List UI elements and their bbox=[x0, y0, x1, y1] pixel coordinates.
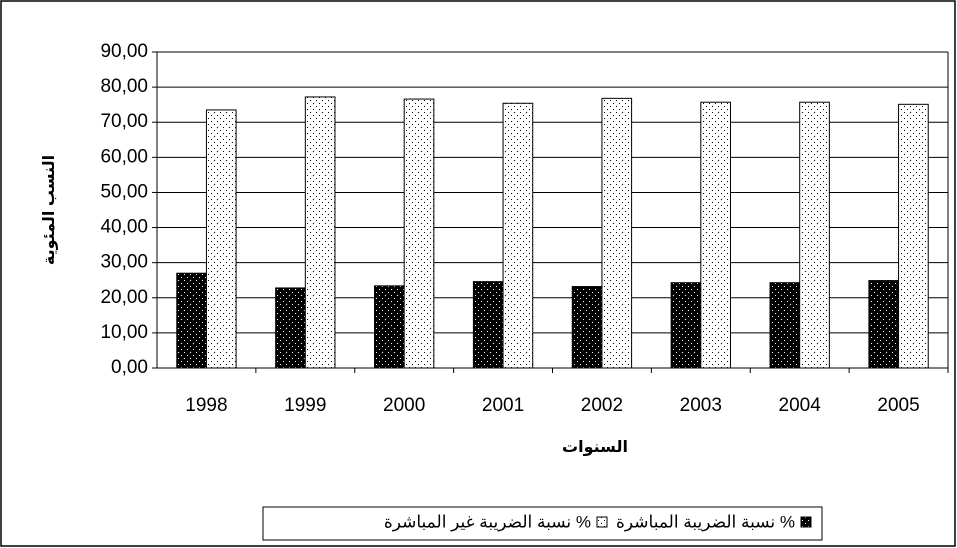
x-tick-label: 1998 bbox=[185, 395, 227, 416]
bar bbox=[670, 282, 702, 369]
bar bbox=[205, 109, 237, 369]
bar bbox=[472, 281, 504, 369]
y-tick-label: 40,00 bbox=[100, 217, 148, 238]
legend bbox=[262, 506, 823, 541]
y-tick-label: 10,00 bbox=[100, 322, 148, 343]
y-tick-label: 20,00 bbox=[100, 287, 148, 308]
bar bbox=[502, 102, 534, 369]
y-tick-label: 50,00 bbox=[100, 181, 148, 202]
x-tick-label: 2000 bbox=[383, 395, 425, 416]
x-axis-title: السنوات bbox=[562, 439, 628, 456]
x-tick-label: 2001 bbox=[482, 395, 524, 416]
bar bbox=[374, 285, 405, 369]
y-tick-label: 70,00 bbox=[100, 111, 148, 132]
y-tick-label: 60,00 bbox=[100, 146, 148, 167]
x-tick-label: 1999 bbox=[284, 395, 326, 416]
bar bbox=[898, 103, 929, 369]
y-tick-label: 90,00 bbox=[100, 41, 148, 62]
legend-label: نسبة الضريبة غير المباشرة % bbox=[384, 512, 591, 531]
y-tick-label: 0,00 bbox=[111, 357, 148, 378]
y-axis-title: النسب المئوية bbox=[41, 155, 58, 265]
y-tick-label: 80,00 bbox=[100, 76, 148, 97]
legend-marker bbox=[800, 516, 812, 528]
bar bbox=[868, 280, 900, 369]
legend-marker bbox=[596, 516, 608, 528]
bar bbox=[769, 282, 801, 369]
bar bbox=[799, 101, 830, 369]
legend-label: نسبة الضريبة المباشرة % bbox=[616, 512, 795, 531]
bar bbox=[571, 286, 603, 369]
bar bbox=[176, 272, 207, 369]
bar bbox=[601, 97, 633, 369]
bar bbox=[403, 98, 435, 369]
bar bbox=[700, 101, 731, 369]
x-tick-label: 2002 bbox=[581, 395, 623, 416]
y-tick-label: 30,00 bbox=[100, 252, 148, 273]
x-tick-label: 2005 bbox=[877, 395, 919, 416]
bar bbox=[304, 96, 336, 369]
x-tick-label: 2004 bbox=[779, 395, 822, 416]
bar bbox=[275, 287, 306, 369]
x-tick-label: 2003 bbox=[680, 395, 722, 416]
